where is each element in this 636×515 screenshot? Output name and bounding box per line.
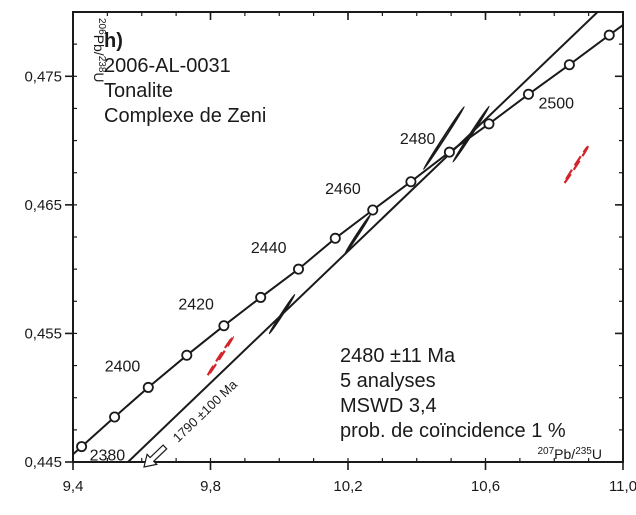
y-label-main: Pb/ bbox=[91, 35, 107, 56]
x-label-main: Pb/ bbox=[554, 446, 575, 462]
age-point-2390 bbox=[109, 411, 121, 423]
age-label-2440: 2440 bbox=[251, 240, 287, 257]
result-mswd: MSWD 3,4 bbox=[340, 395, 437, 417]
age-point-2490 bbox=[483, 118, 495, 130]
y-label-sup1: 206 bbox=[96, 18, 107, 35]
y-label-end: U bbox=[91, 72, 107, 82]
age-point-2470 bbox=[405, 176, 417, 188]
x-tick-label: 10,6 bbox=[471, 478, 500, 495]
plot-frame bbox=[72, 11, 624, 463]
y-label-sup2: 238 bbox=[96, 56, 107, 73]
major-ticks bbox=[65, 12, 624, 470]
rejected-ellipse bbox=[206, 335, 234, 378]
sample-rock: Tonalite bbox=[104, 80, 173, 102]
plot-area bbox=[73, 12, 623, 462]
result-age: 2480 ±11 Ma bbox=[340, 345, 456, 367]
arrow-icon bbox=[143, 444, 168, 468]
y-tick-label: 0,445 bbox=[24, 454, 62, 471]
discordia-line bbox=[127, 12, 600, 462]
age-label-2380: 2380 bbox=[90, 448, 126, 465]
age-labels: 2380 2400 2420 2440 2460 2480 2500 bbox=[90, 95, 575, 464]
age-point-2450 bbox=[329, 232, 341, 244]
age-label-2420: 2420 bbox=[178, 297, 214, 314]
age-label-2460: 2460 bbox=[325, 181, 361, 198]
y-axis-label: 206Pb/238U bbox=[91, 18, 107, 83]
age-point-2420 bbox=[218, 320, 230, 332]
age-point-2410 bbox=[181, 349, 193, 361]
x-tick-label: 9,8 bbox=[200, 478, 221, 495]
age-point-2520 bbox=[603, 29, 615, 41]
result-analyses: 5 analyses bbox=[340, 370, 436, 392]
x-label-sup2: 235 bbox=[575, 446, 592, 457]
x-tick-labels: 9,4 9,8 10,2 10,6 11,0 bbox=[63, 478, 636, 495]
age-point-2440 bbox=[292, 263, 304, 275]
sample-id: 2006-AL-0031 bbox=[104, 55, 231, 77]
age-label-2400: 2400 bbox=[105, 358, 141, 375]
y-tick-label: 0,455 bbox=[24, 325, 62, 342]
x-tick-label: 10,2 bbox=[333, 478, 362, 495]
rejected-ellipses bbox=[206, 145, 589, 378]
analysis-ellipse bbox=[422, 106, 465, 170]
sample-location: Complexe de Zeni bbox=[104, 105, 266, 127]
rejected-ellipse bbox=[562, 145, 589, 185]
age-label-2480: 2480 bbox=[400, 131, 436, 148]
x-axis-label: 207Pb/235U bbox=[537, 446, 602, 462]
age-label-2500: 2500 bbox=[538, 95, 574, 112]
age-point-2480 bbox=[443, 146, 455, 158]
y-tick-label: 0,475 bbox=[24, 68, 62, 85]
age-point-2400 bbox=[142, 381, 154, 393]
x-label-end: U bbox=[592, 446, 602, 462]
x-tick-label: 9,4 bbox=[63, 478, 84, 495]
x-label-sup1: 207 bbox=[537, 446, 554, 457]
age-point-2430 bbox=[255, 291, 267, 303]
x-tick-label: 11,0 bbox=[609, 478, 636, 495]
y-tick-labels: 0,445 0,455 0,465 0,475 bbox=[24, 68, 62, 471]
age-point-2510 bbox=[563, 59, 575, 71]
lower-intercept-arrow bbox=[143, 444, 168, 468]
y-tick-label: 0,465 bbox=[24, 197, 62, 214]
age-point-2380 bbox=[76, 441, 88, 453]
age-point-2460 bbox=[367, 204, 379, 216]
result-probability: prob. de coïncidence 1 % bbox=[340, 420, 566, 442]
age-point-2500 bbox=[522, 88, 534, 100]
age-points bbox=[76, 29, 615, 453]
panel-label: h) bbox=[104, 30, 123, 52]
